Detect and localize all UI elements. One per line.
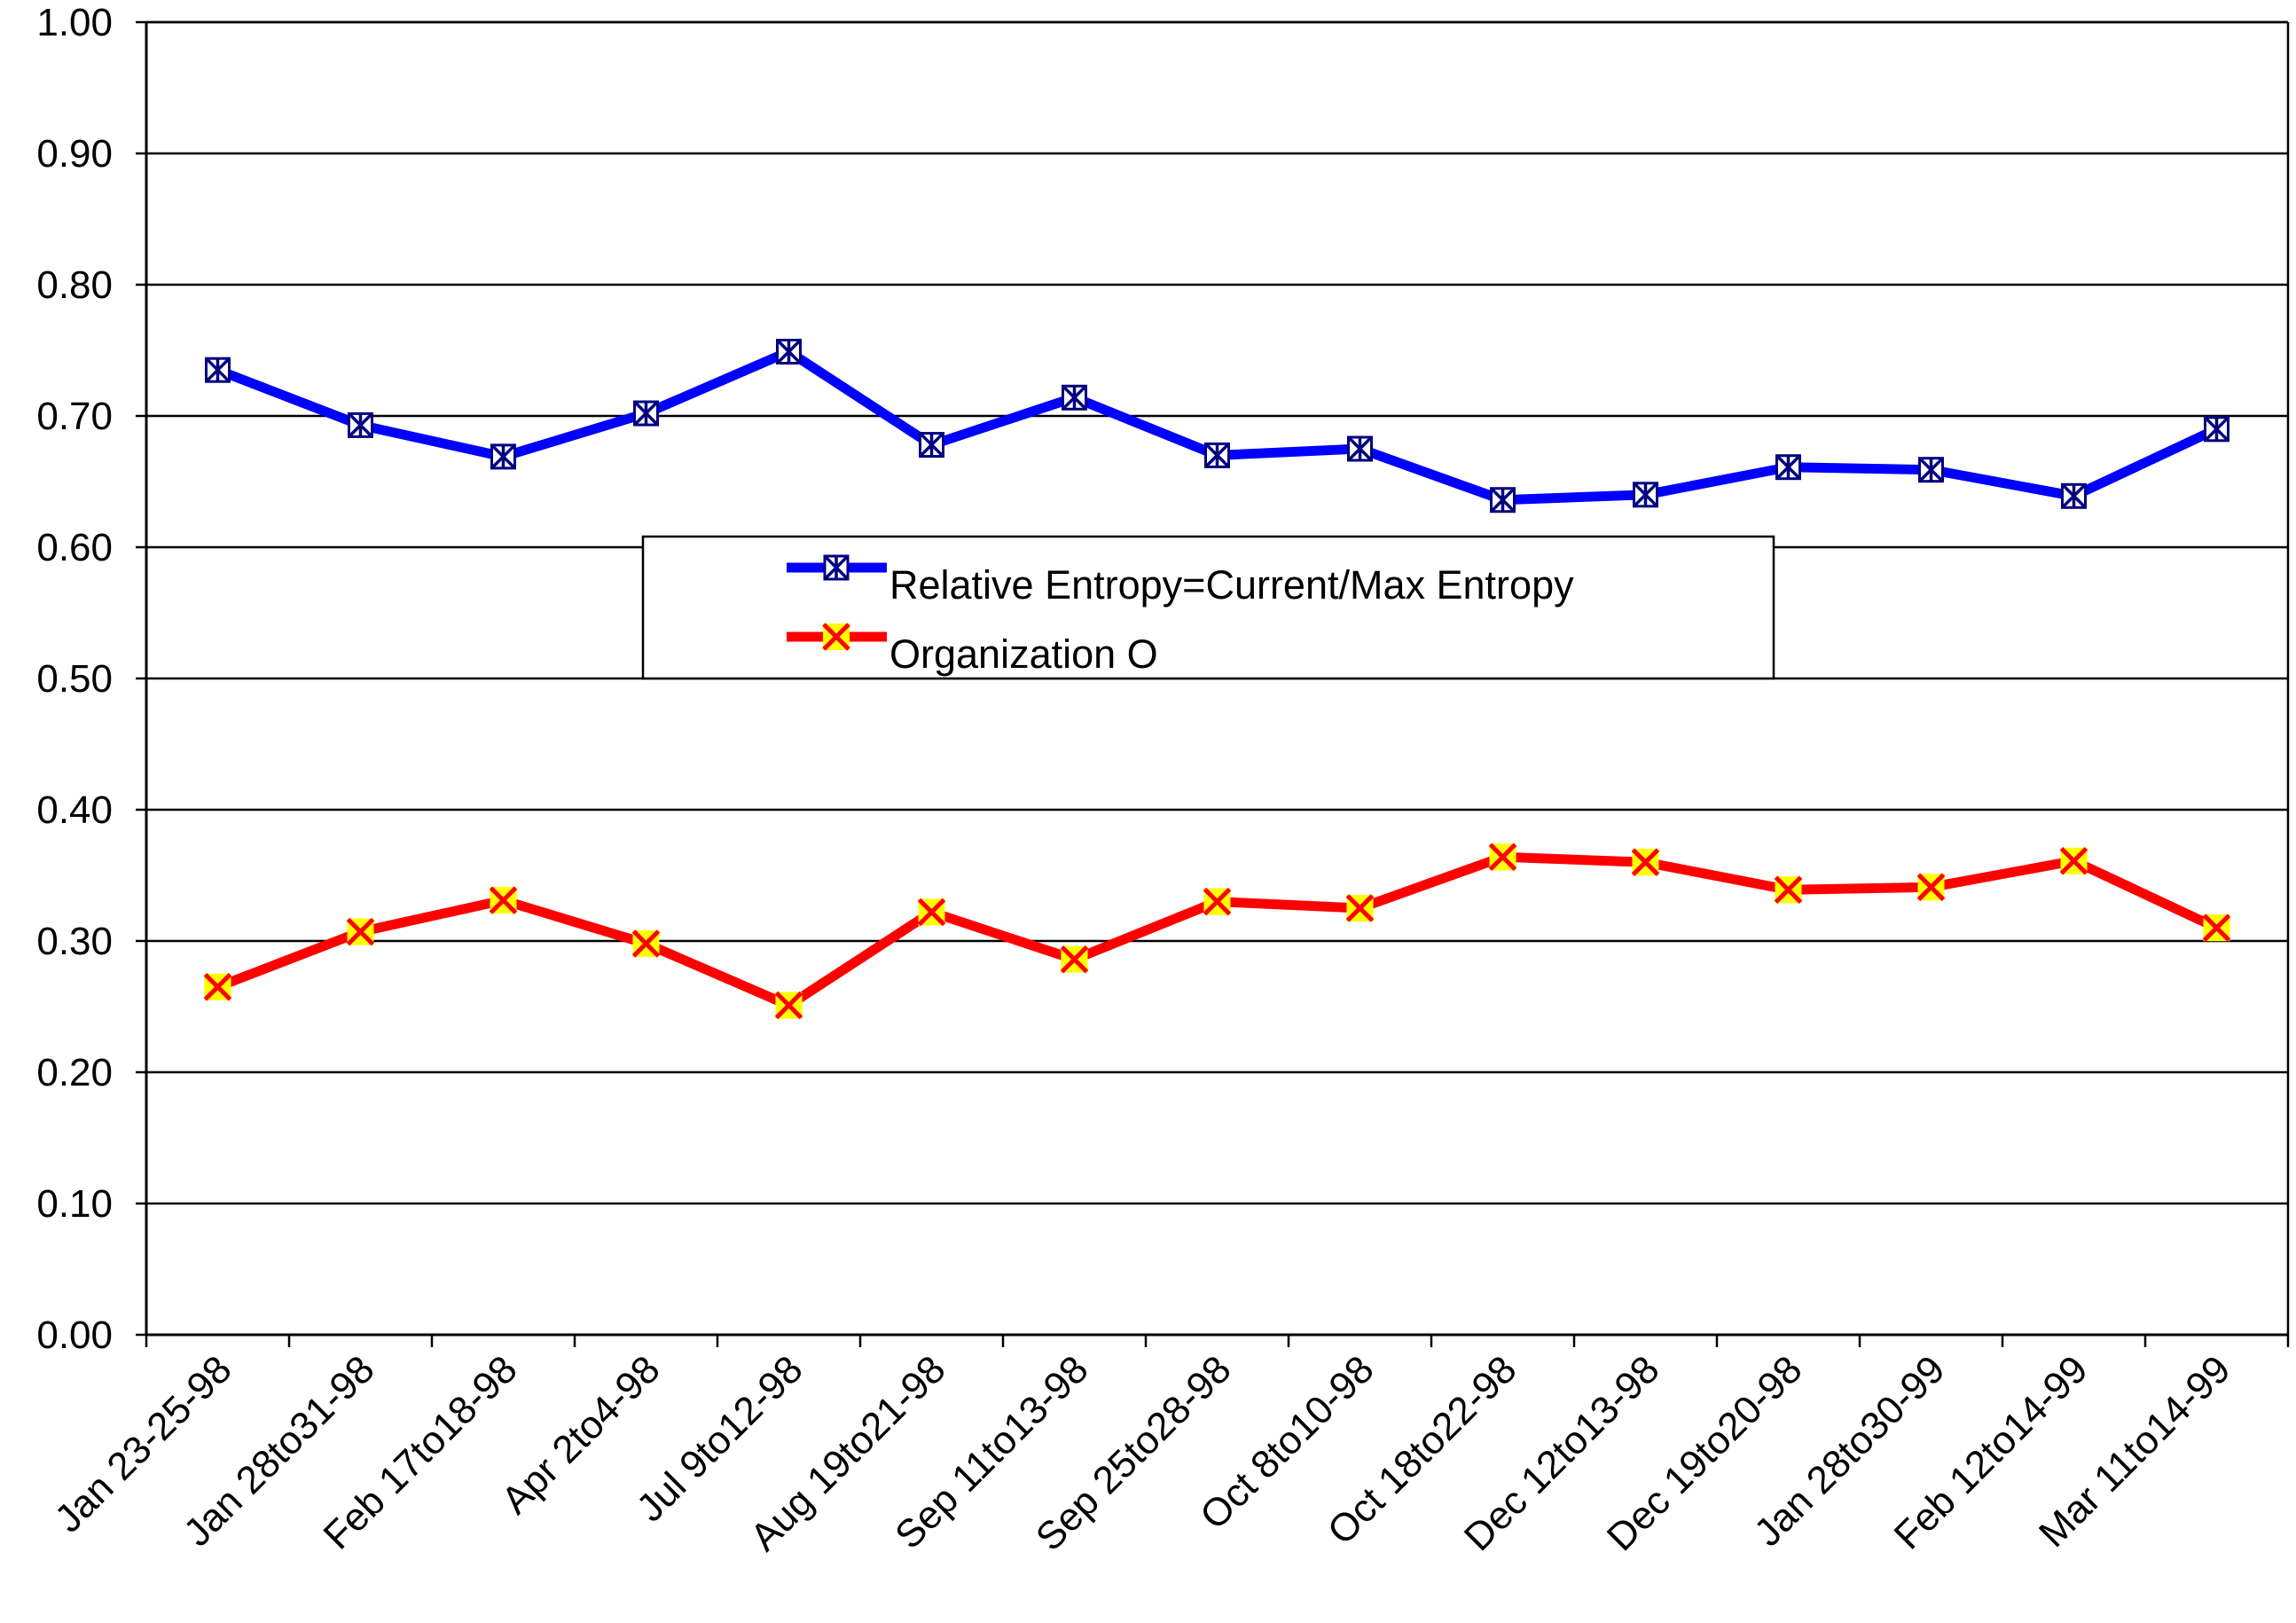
y-tick-label: 0.50 xyxy=(36,657,113,701)
data-point xyxy=(2059,846,2088,875)
legend-label: Relative Entropy=Current/Max Entropy xyxy=(889,562,1574,608)
marker-x-stroke xyxy=(2059,846,2088,875)
data-point xyxy=(919,432,944,459)
data-point xyxy=(1775,454,1801,481)
marker-x-stroke xyxy=(1631,848,1660,876)
data-point xyxy=(1347,435,1373,462)
marker-x-stroke xyxy=(1345,894,1375,922)
data-point xyxy=(776,338,802,365)
data-point xyxy=(774,991,803,1020)
data-point xyxy=(346,917,375,946)
data-point xyxy=(633,400,659,427)
legend-box xyxy=(641,535,1775,680)
data-point xyxy=(1633,482,1658,508)
marker-x-stroke xyxy=(1916,873,1946,902)
data-point xyxy=(1060,945,1089,974)
data-point xyxy=(1204,442,1230,468)
data-point xyxy=(203,973,232,1001)
data-point xyxy=(1062,384,1087,411)
y-tick-label: 0.80 xyxy=(36,263,113,307)
data-point xyxy=(205,357,231,383)
data-point xyxy=(2202,913,2231,942)
y-tick-label: 0.30 xyxy=(36,920,113,963)
legend-entry: Relative Entropy=Current/Max Entropy xyxy=(787,554,1574,608)
y-tick-label: 0.20 xyxy=(36,1051,113,1094)
axes xyxy=(136,20,2290,1347)
marker-x-stroke xyxy=(917,898,946,927)
data-point xyxy=(2061,482,2087,509)
data-point xyxy=(1631,848,1660,876)
marker-x-stroke xyxy=(774,991,803,1020)
data-point xyxy=(917,898,946,927)
marker-x-stroke xyxy=(489,886,518,914)
data-point xyxy=(348,412,373,438)
data-point xyxy=(1345,894,1375,922)
marker-x-stroke xyxy=(1774,875,1803,905)
legend: Relative Entropy=Current/Max Entropy Orga… xyxy=(641,535,1775,680)
y-tick-label: 0.00 xyxy=(36,1313,113,1357)
marker-x-stroke xyxy=(203,973,232,1001)
series-layer xyxy=(203,338,2231,1020)
legend-entry: Organization O xyxy=(787,623,1158,677)
data-point xyxy=(489,886,518,914)
legend-label: Organization O xyxy=(889,631,1158,677)
marker-x-stroke xyxy=(2202,913,2231,942)
data-point xyxy=(1490,487,1516,514)
data-point xyxy=(1488,843,1517,872)
data-point xyxy=(2204,416,2229,443)
marker-x-stroke xyxy=(1488,843,1517,872)
y-tick-label: 0.10 xyxy=(36,1182,113,1226)
marker-x-stroke xyxy=(631,929,661,958)
data-point xyxy=(631,929,661,958)
y-tick-label: 0.40 xyxy=(36,788,113,832)
series-1 xyxy=(205,338,2229,514)
marker-x-stroke xyxy=(822,623,850,651)
data-point xyxy=(1918,457,1944,483)
marker-x-stroke xyxy=(346,917,375,946)
y-tick-label: 0.90 xyxy=(36,132,113,176)
y-tick-label: 0.60 xyxy=(36,526,113,569)
y-tick-label: 1.00 xyxy=(36,1,113,44)
data-point xyxy=(490,443,516,470)
marker-x-stroke xyxy=(1060,945,1089,974)
marker-x-stroke xyxy=(1203,887,1232,916)
y-tick-label: 0.70 xyxy=(36,395,113,438)
data-point xyxy=(1203,887,1232,916)
data-point xyxy=(1916,873,1946,902)
data-point xyxy=(1774,875,1803,905)
series-2 xyxy=(203,843,2231,1020)
y-tick-labels: 0.00 0.10 0.20 0.30 0.40 0.50 0.60 0.70 0.80 0.90… xyxy=(36,1,113,1357)
